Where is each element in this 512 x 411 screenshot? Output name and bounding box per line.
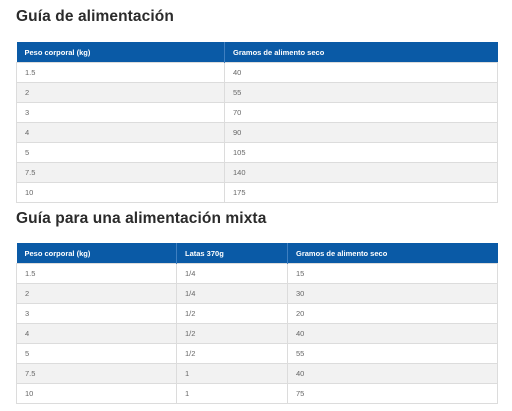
- cell-dry-food-grams: 40: [287, 323, 498, 344]
- table-row: 10 1 75: [16, 383, 498, 404]
- cell-cans: 1/2: [176, 323, 288, 344]
- cell-dry-food-grams: 105: [224, 142, 498, 163]
- table-row: 7.5 1 40: [16, 363, 498, 384]
- cell-dry-food-grams: 55: [224, 82, 498, 103]
- table-row: 1.5 1/4 15: [16, 263, 498, 284]
- cell-cans: 1/2: [176, 343, 288, 364]
- table-row: 5 105: [16, 142, 498, 163]
- cell-cans: 1/4: [176, 283, 288, 304]
- cell-dry-food-grams: 15: [287, 263, 498, 284]
- cell-dry-food-grams: 75: [287, 383, 498, 404]
- cell-dry-food-grams: 40: [224, 62, 498, 83]
- table-row: 2 1/4 30: [16, 283, 498, 304]
- cell-body-weight: 1.5: [16, 62, 225, 83]
- table-row: 5 1/2 55: [16, 343, 498, 364]
- feeding-guide-table: Peso corporal (kg) Gramos de alimento se…: [16, 42, 498, 203]
- cell-body-weight: 10: [16, 383, 177, 404]
- cell-body-weight: 4: [16, 323, 177, 344]
- cell-body-weight: 3: [16, 303, 177, 324]
- table-row: 7.5 140: [16, 162, 498, 183]
- table-row: 10 175: [16, 182, 498, 203]
- table-row: 4 1/2 40: [16, 323, 498, 344]
- cell-body-weight: 2: [16, 82, 225, 103]
- table-header-row: Peso corporal (kg) Latas 370g Gramos de …: [16, 243, 498, 264]
- header-body-weight: Peso corporal (kg): [16, 42, 225, 63]
- header-dry-food-grams: Gramos de alimento seco: [287, 243, 498, 264]
- cell-dry-food-grams: 90: [224, 122, 498, 143]
- cell-body-weight: 4: [16, 122, 225, 143]
- cell-dry-food-grams: 175: [224, 182, 498, 203]
- cell-body-weight: 5: [16, 343, 177, 364]
- cell-body-weight: 3: [16, 102, 225, 123]
- table-row: 3 70: [16, 102, 498, 123]
- cell-dry-food-grams: 20: [287, 303, 498, 324]
- cell-body-weight: 7.5: [16, 162, 225, 183]
- header-cans-370g: Latas 370g: [176, 243, 288, 264]
- cell-dry-food-grams: 55: [287, 343, 498, 364]
- cell-cans: 1: [176, 363, 288, 384]
- cell-dry-food-grams: 140: [224, 162, 498, 183]
- cell-cans: 1/2: [176, 303, 288, 324]
- feeding-guide-title: Guía de alimentación: [16, 8, 174, 25]
- table-row: 2 55: [16, 82, 498, 103]
- table-header-row: Peso corporal (kg) Gramos de alimento se…: [16, 42, 498, 63]
- cell-dry-food-grams: 70: [224, 102, 498, 123]
- cell-cans: 1/4: [176, 263, 288, 284]
- cell-dry-food-grams: 30: [287, 283, 498, 304]
- cell-dry-food-grams: 40: [287, 363, 498, 384]
- cell-body-weight: 7.5: [16, 363, 177, 384]
- cell-cans: 1: [176, 383, 288, 404]
- cell-body-weight: 10: [16, 182, 225, 203]
- header-dry-food-grams: Gramos de alimento seco: [224, 42, 498, 63]
- header-body-weight: Peso corporal (kg): [16, 243, 177, 264]
- cell-body-weight: 1.5: [16, 263, 177, 284]
- table-row: 4 90: [16, 122, 498, 143]
- table-row: 1.5 40: [16, 62, 498, 83]
- mixed-feeding-guide-table: Peso corporal (kg) Latas 370g Gramos de …: [16, 243, 498, 404]
- mixed-feeding-guide-title: Guía para una alimentación mixta: [16, 210, 267, 227]
- cell-body-weight: 5: [16, 142, 225, 163]
- table-row: 3 1/2 20: [16, 303, 498, 324]
- cell-body-weight: 2: [16, 283, 177, 304]
